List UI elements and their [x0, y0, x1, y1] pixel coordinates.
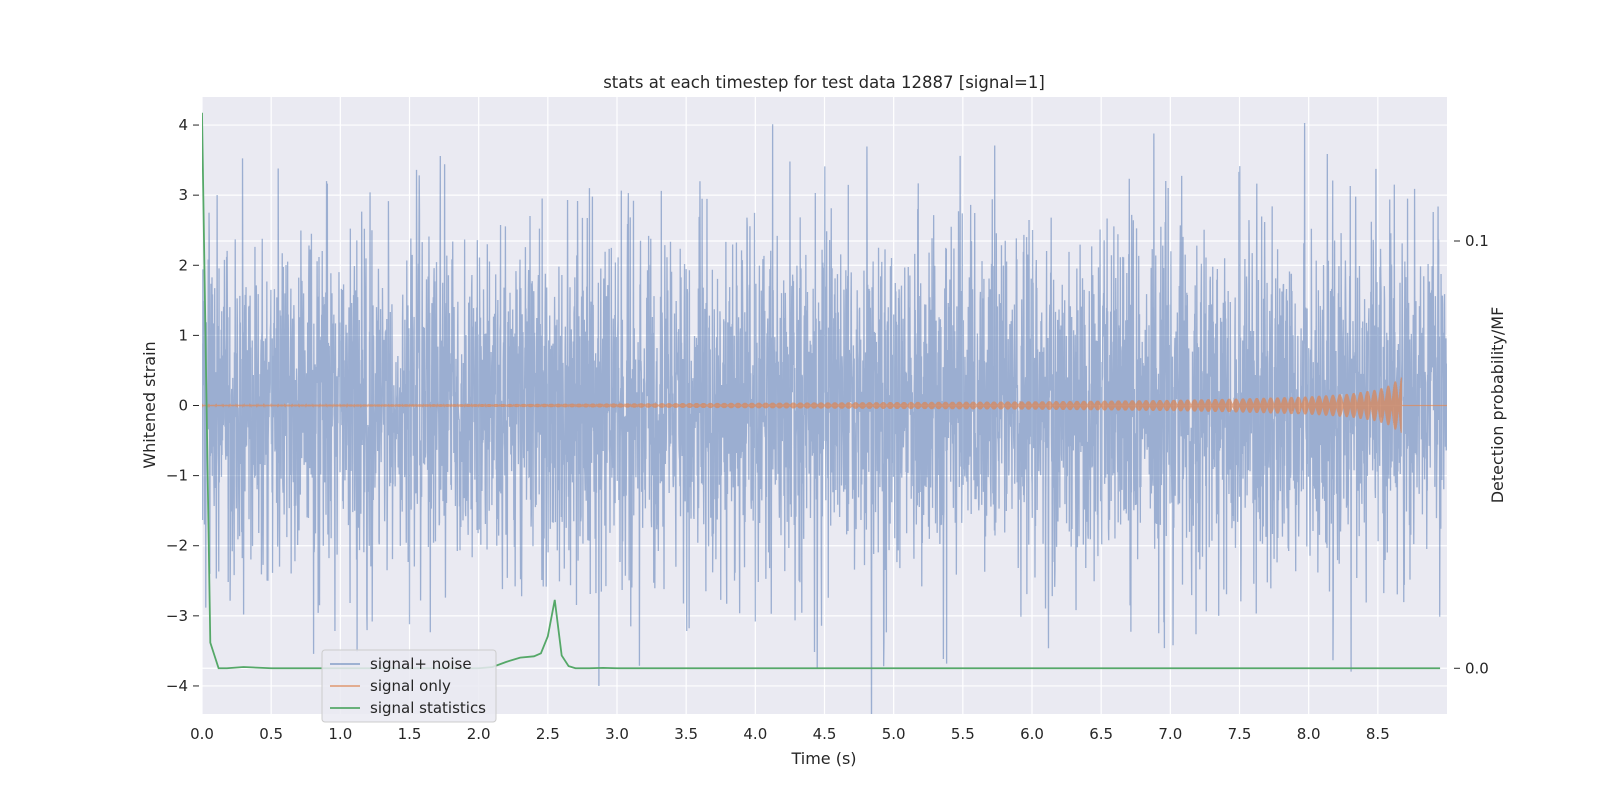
x-tick-label: 1.0 — [328, 725, 352, 743]
x-tick-label: 5.5 — [951, 725, 975, 743]
x-tick-label: 6.5 — [1089, 725, 1113, 743]
y-tick-label: −4 — [166, 677, 188, 695]
legend-label-statistics: signal statistics — [370, 699, 486, 717]
y-tick-label: −2 — [166, 537, 188, 555]
legend-label-noise: signal+ noise — [370, 655, 472, 673]
y2-axis-label: Detection probability/MF — [1488, 307, 1507, 504]
y-axis-label: Whitened strain — [140, 341, 159, 468]
x-tick-label: 4.5 — [813, 725, 837, 743]
legend-box — [321, 649, 497, 723]
series-signal-only-line — [202, 377, 1447, 433]
x-tick-label: 0.0 — [190, 725, 214, 743]
x-tick-label: 0.5 — [259, 725, 283, 743]
axis-ticks: 0.0 0.5 1.0 1.5 2.0 2.5 3.0 3.5 4.0 4.5 5.0 5.5 6.0 6… — [166, 116, 1489, 743]
y-tick-label: 1 — [178, 326, 188, 344]
legend-label-signal: signal only — [370, 677, 451, 695]
y-tick-label: 2 — [178, 256, 188, 274]
y2-tick-label: 0.0 — [1465, 659, 1489, 677]
legend: signal+ noise signal only signal statist… — [321, 649, 497, 723]
x-tick-label: 3.5 — [674, 725, 698, 743]
data-layer — [202, 112, 1447, 714]
x-tick-label: 5.0 — [882, 725, 906, 743]
y2-tick-label: 0.1 — [1465, 232, 1489, 250]
y-tick-label: 4 — [178, 116, 188, 134]
y-tick-label: 0 — [178, 397, 188, 415]
x-tick-label: 8.5 — [1366, 725, 1390, 743]
series-signal-statistics-line — [202, 112, 1441, 670]
series-signal-noise-line — [202, 122, 1447, 714]
x-tick-label: 7.0 — [1158, 725, 1182, 743]
x-tick-label: 4.0 — [743, 725, 767, 743]
y-tick-label: −1 — [166, 467, 188, 485]
chart-title: stats at each timestep for test data 128… — [603, 73, 1045, 92]
x-tick-label: 8.0 — [1297, 725, 1321, 743]
y-tick-label: 3 — [178, 186, 188, 204]
x-tick-label: 6.0 — [1020, 725, 1044, 743]
y-tick-label: −3 — [166, 607, 188, 625]
x-axis-label: Time (s) — [790, 749, 856, 768]
x-tick-label: 7.5 — [1228, 725, 1252, 743]
x-tick-label: 3.0 — [605, 725, 629, 743]
x-tick-label: 1.5 — [398, 725, 422, 743]
x-tick-label: 2.0 — [467, 725, 491, 743]
x-tick-label: 2.5 — [536, 725, 560, 743]
